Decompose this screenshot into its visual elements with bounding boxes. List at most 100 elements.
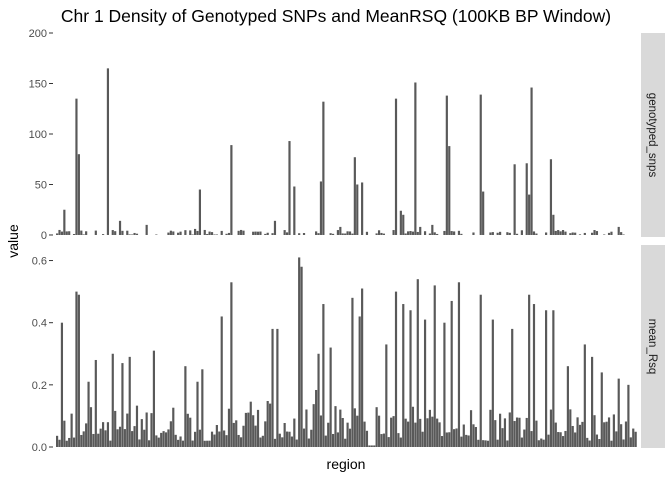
bar [162, 431, 165, 447]
bar [348, 428, 352, 447]
bar [559, 432, 562, 447]
facet-panels: 0 50 100 150 200 genotyped_snps 0.0 0.2 0.4 0.6 me… [29, 28, 665, 454]
bar [382, 433, 385, 447]
bar [135, 405, 139, 447]
bar [559, 231, 562, 235]
bar [215, 425, 218, 447]
bar [390, 417, 393, 447]
bar [583, 232, 586, 235]
bar [114, 410, 117, 447]
bar [206, 234, 209, 235]
bar [450, 300, 453, 447]
bar [503, 418, 507, 447]
y-tick-label: 150 [29, 78, 47, 90]
bar [445, 432, 448, 447]
bar [351, 297, 354, 447]
bar [344, 233, 347, 235]
bar [196, 230, 199, 235]
bar [60, 231, 64, 235]
bar [123, 429, 126, 447]
bar [377, 415, 381, 447]
bar [92, 433, 95, 447]
bar [469, 410, 473, 447]
bar [564, 430, 567, 447]
bar [593, 230, 596, 235]
bar [532, 231, 536, 235]
bar [329, 233, 332, 235]
bar [552, 214, 555, 235]
bar [230, 145, 233, 235]
bar [397, 433, 400, 447]
bar [496, 439, 499, 447]
bar [249, 401, 252, 447]
bar [496, 232, 499, 235]
bar [484, 440, 487, 447]
bar [511, 328, 514, 447]
bar [462, 424, 465, 447]
bar [82, 234, 85, 235]
bar [593, 415, 596, 447]
y-tick-label: 0.4 [32, 318, 47, 330]
bar [578, 424, 582, 447]
bar [433, 232, 436, 235]
bar [615, 431, 618, 447]
bar [549, 159, 553, 235]
bar [329, 347, 332, 447]
bar [402, 214, 405, 235]
bar [307, 438, 310, 447]
bar [172, 407, 175, 447]
bar [576, 417, 579, 447]
bar [610, 440, 613, 447]
bar [499, 231, 502, 235]
bar [486, 440, 490, 447]
bar [118, 220, 122, 235]
facet-strip-label: genotyped_snps [646, 93, 658, 178]
bar [242, 230, 245, 235]
bar [530, 431, 533, 447]
bar [68, 437, 71, 447]
bar [302, 233, 306, 235]
bar [225, 435, 228, 447]
bar [227, 408, 231, 447]
bar [365, 430, 369, 447]
bar [508, 412, 511, 447]
bar [65, 231, 68, 235]
bar [252, 415, 255, 447]
bar [457, 282, 461, 447]
bars-genotyped_snps [56, 68, 625, 235]
bar [140, 419, 143, 447]
bar [102, 234, 105, 235]
bar [346, 422, 349, 447]
bar [65, 440, 68, 447]
bar [177, 439, 180, 447]
bar [295, 439, 298, 447]
bar [145, 412, 148, 447]
bar [147, 440, 151, 447]
bar [102, 422, 105, 447]
bar [271, 233, 274, 235]
bar [58, 229, 61, 235]
bar [610, 231, 613, 235]
bar [438, 422, 441, 447]
bar [423, 319, 427, 447]
bar [448, 432, 451, 447]
bar [259, 231, 262, 235]
bar [460, 436, 463, 447]
bar [77, 294, 80, 447]
bar [271, 328, 274, 447]
bar [528, 294, 531, 447]
bar [111, 230, 114, 235]
bar [634, 431, 637, 447]
bar [118, 426, 122, 447]
bar [445, 95, 448, 235]
bar [620, 232, 623, 235]
bar [193, 228, 197, 235]
bar [632, 428, 635, 447]
bar [561, 436, 565, 447]
bar [138, 439, 141, 447]
bar [256, 231, 260, 235]
bar [293, 418, 296, 447]
bar [467, 435, 470, 447]
bar [566, 366, 569, 447]
